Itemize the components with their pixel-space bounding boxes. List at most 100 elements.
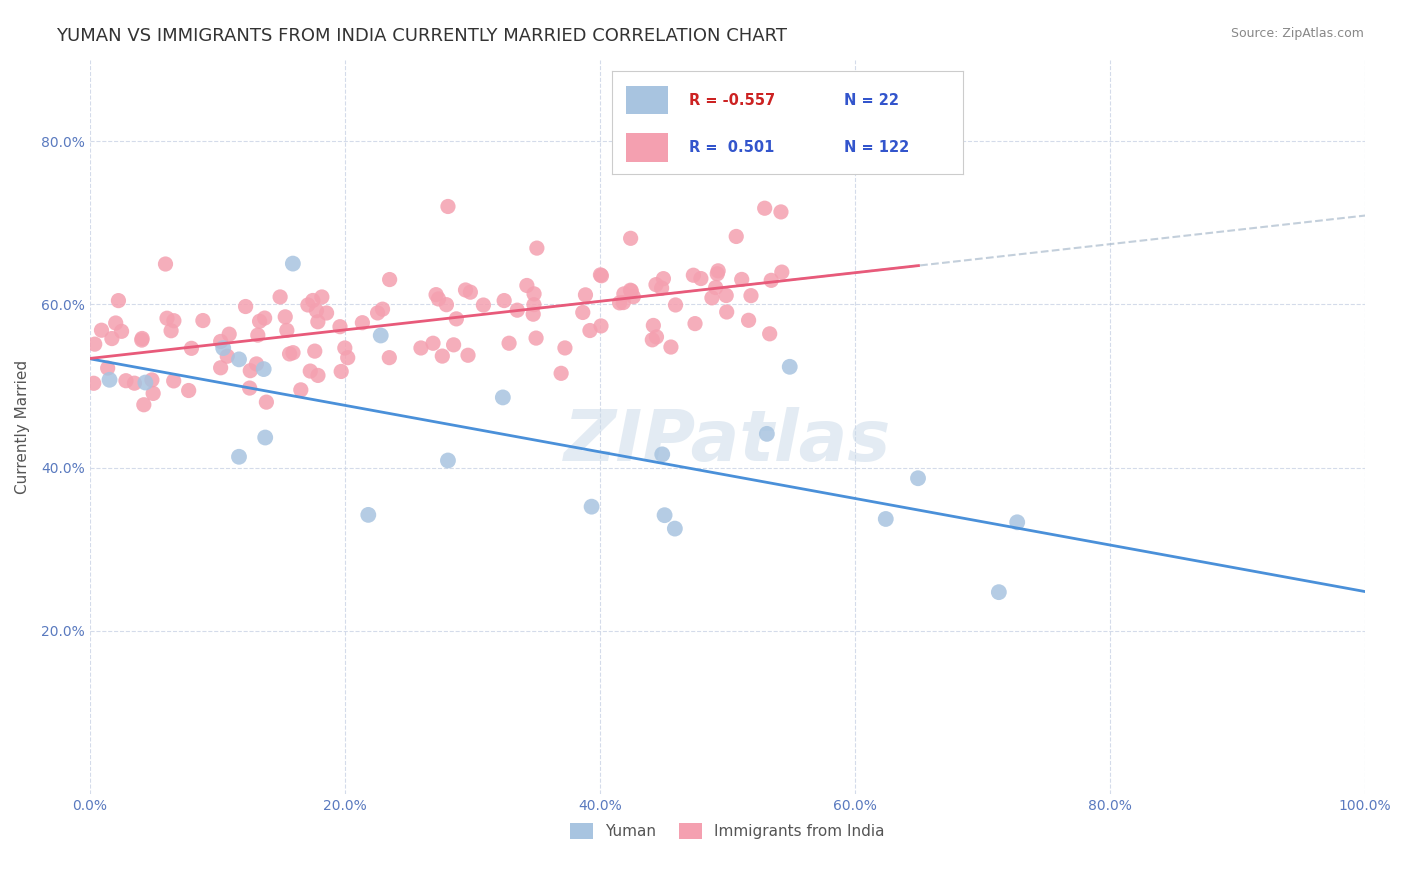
Point bbox=[769, 205, 792, 219]
Point bbox=[299, 364, 322, 378]
Point bbox=[907, 471, 929, 485]
Point bbox=[115, 374, 138, 388]
Point bbox=[409, 341, 432, 355]
Point bbox=[740, 288, 762, 302]
Legend: Yuman, Immigrants from India: Yuman, Immigrants from India bbox=[564, 817, 891, 845]
Point bbox=[492, 391, 515, 405]
Point bbox=[643, 318, 665, 333]
Point bbox=[156, 311, 179, 326]
Point bbox=[422, 336, 444, 351]
FancyBboxPatch shape bbox=[626, 133, 668, 161]
Point bbox=[97, 361, 120, 376]
Point bbox=[659, 340, 682, 354]
Point bbox=[281, 345, 304, 359]
Point bbox=[110, 324, 132, 338]
Point bbox=[707, 264, 730, 278]
Point bbox=[132, 398, 155, 412]
Point bbox=[245, 357, 267, 371]
Point bbox=[329, 319, 352, 334]
Point bbox=[427, 292, 450, 306]
Point bbox=[645, 330, 668, 344]
Point bbox=[779, 359, 801, 374]
Point bbox=[516, 278, 538, 293]
Point bbox=[443, 338, 465, 352]
Point bbox=[209, 360, 232, 375]
Text: YUMAN VS IMMIGRANTS FROM INDIA CURRENTLY MARRIED CORRELATION CHART: YUMAN VS IMMIGRANTS FROM INDIA CURRENTLY… bbox=[56, 27, 787, 45]
Point bbox=[307, 368, 329, 383]
Point bbox=[754, 201, 776, 215]
Point bbox=[90, 323, 112, 337]
Point bbox=[652, 271, 675, 285]
Point bbox=[987, 585, 1010, 599]
Point bbox=[591, 268, 613, 283]
Point bbox=[131, 331, 153, 345]
Text: R =  0.501: R = 0.501 bbox=[689, 140, 775, 155]
Point bbox=[155, 257, 177, 271]
Point bbox=[333, 341, 356, 355]
Point bbox=[134, 376, 156, 390]
Point bbox=[761, 273, 783, 287]
Point bbox=[524, 331, 547, 345]
Point bbox=[526, 241, 548, 255]
Point bbox=[609, 296, 631, 310]
Point bbox=[370, 328, 392, 343]
Point bbox=[621, 290, 644, 304]
Point bbox=[436, 298, 458, 312]
Point bbox=[281, 257, 304, 271]
Point bbox=[253, 362, 276, 376]
Point bbox=[378, 351, 401, 365]
Point bbox=[700, 291, 723, 305]
Point bbox=[1005, 516, 1028, 530]
Point bbox=[446, 311, 468, 326]
Point bbox=[619, 283, 641, 297]
Point bbox=[641, 333, 664, 347]
Point bbox=[228, 352, 250, 367]
Point bbox=[98, 373, 121, 387]
Point bbox=[304, 344, 326, 359]
Point bbox=[620, 231, 643, 245]
Point bbox=[454, 283, 477, 297]
Point bbox=[523, 286, 546, 301]
Point bbox=[254, 395, 277, 409]
Point bbox=[371, 302, 394, 317]
Point bbox=[217, 349, 239, 363]
Point bbox=[305, 303, 328, 318]
Point bbox=[523, 298, 546, 312]
Text: Source: ZipAtlas.com: Source: ZipAtlas.com bbox=[1230, 27, 1364, 40]
Point bbox=[579, 324, 602, 338]
Point bbox=[160, 324, 183, 338]
Point bbox=[163, 374, 186, 388]
Point bbox=[589, 318, 612, 333]
Point bbox=[645, 277, 668, 292]
Point bbox=[209, 334, 232, 349]
Point bbox=[177, 384, 200, 398]
Point bbox=[246, 328, 269, 343]
Point bbox=[276, 323, 298, 337]
Point bbox=[124, 376, 146, 391]
Point bbox=[425, 287, 447, 301]
Point bbox=[651, 447, 673, 461]
Point bbox=[83, 337, 105, 351]
Point bbox=[571, 305, 593, 319]
Point bbox=[141, 373, 163, 387]
Point bbox=[725, 229, 748, 244]
Point bbox=[457, 348, 479, 362]
Point bbox=[550, 367, 572, 381]
Point bbox=[297, 298, 319, 312]
Point bbox=[506, 303, 529, 318]
Point bbox=[278, 347, 301, 361]
Point bbox=[716, 305, 738, 319]
Point bbox=[290, 383, 312, 397]
Text: N = 22: N = 22 bbox=[844, 93, 898, 108]
Point bbox=[218, 327, 240, 342]
Point bbox=[460, 285, 482, 300]
Point bbox=[357, 508, 380, 522]
Point bbox=[163, 314, 186, 328]
Point bbox=[437, 199, 460, 213]
Point bbox=[682, 268, 704, 283]
Point bbox=[83, 376, 105, 391]
Point bbox=[367, 306, 389, 320]
Point bbox=[472, 298, 495, 312]
Point bbox=[239, 364, 262, 378]
Point bbox=[494, 293, 516, 308]
